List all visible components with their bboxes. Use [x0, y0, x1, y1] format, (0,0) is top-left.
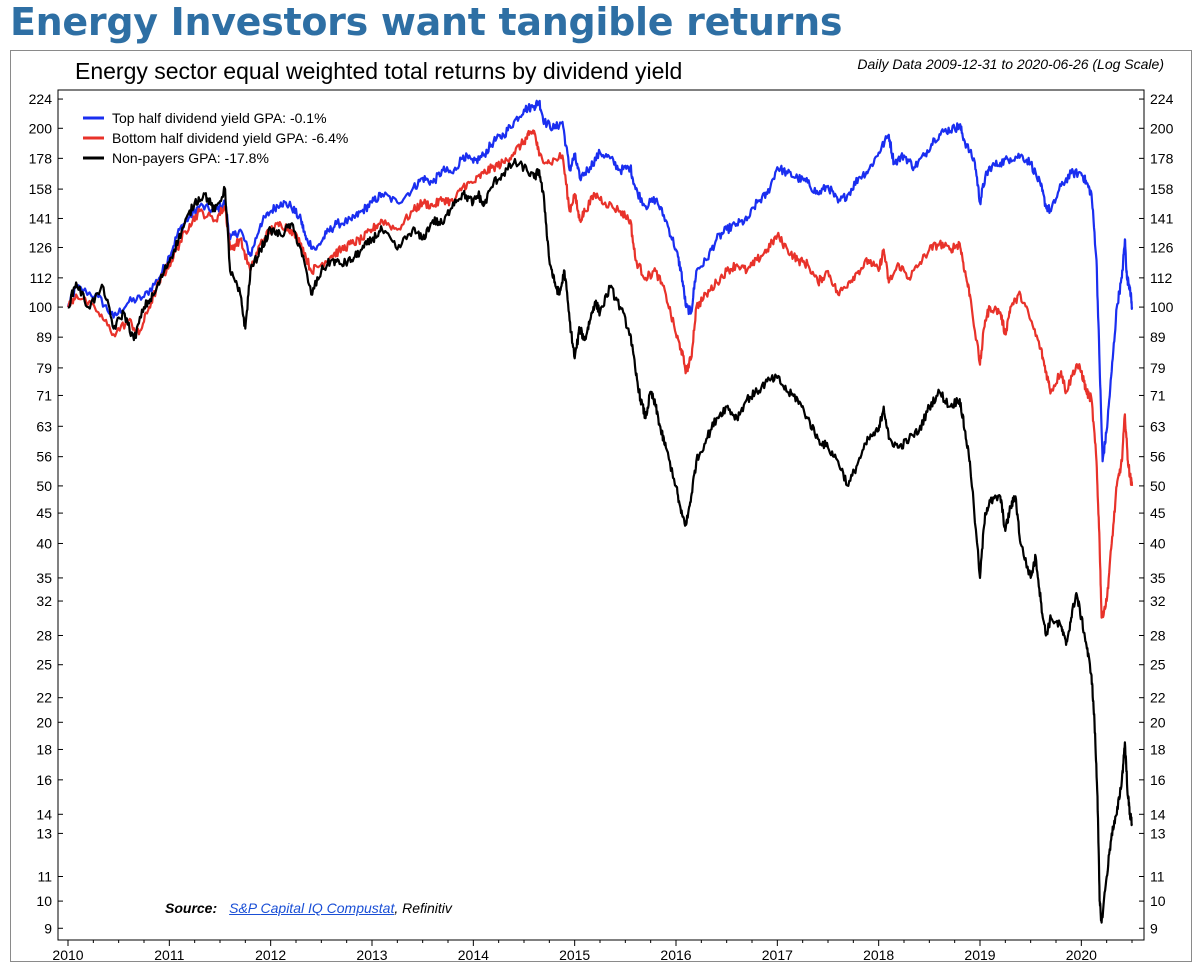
x-tick-label: 2019	[964, 947, 995, 963]
source-rest: , Refinitiv	[394, 900, 452, 916]
y-tick-label-left: 22	[36, 690, 52, 706]
y-tick-label-right: 10	[1150, 893, 1166, 909]
y-tick-label-right: 71	[1150, 387, 1166, 403]
y-tick-label-right: 45	[1150, 505, 1166, 521]
y-axis-right: 224 200 178 158 141 126 112 100 89 79 71 63 56 50 45 40…	[1139, 91, 1174, 936]
headline: Energy Investors want tangible returns	[10, 0, 843, 44]
x-tick-label: 2016	[660, 947, 691, 963]
y-axis-left: 224 200 178 158 141 126 112 100 89 79 71 63 56 50 45 40…	[29, 91, 63, 936]
legend: Top half dividend yield GPA: -0.1% Bottom…	[83, 110, 348, 166]
y-tick-label-left: 89	[36, 329, 52, 345]
x-tick-label: 2018	[863, 947, 894, 963]
y-tick-label-right: 35	[1150, 570, 1166, 586]
x-axis: 2010 2011 2012 2013 2014 2015 2016 2017 2018 2019…	[52, 940, 1133, 963]
x-tick-label: 2017	[762, 947, 793, 963]
series-line-2	[67, 129, 1134, 619]
y-tick-label-left: 10	[36, 893, 52, 909]
x-tick-label: 2010	[52, 947, 83, 963]
series-lines	[66, 99, 1134, 924]
y-tick-label-right: 32	[1150, 593, 1166, 609]
y-tick-label-left: 16	[36, 772, 52, 788]
source-link[interactable]: S&P Capital IQ Compustat	[229, 900, 395, 916]
y-tick-label-left: 13	[36, 825, 52, 841]
y-tick-label-left: 63	[36, 418, 52, 434]
y-tick-label-left: 28	[36, 627, 52, 643]
y-tick-label-right: 126	[1150, 239, 1174, 255]
y-tick-label-right: 9	[1150, 920, 1158, 936]
legend-label-3: Non-payers GPA: -17.8%	[112, 150, 269, 166]
x-tick-label: 2012	[255, 947, 286, 963]
y-tick-label-right: 224	[1150, 91, 1174, 107]
y-tick-label-left: 11	[37, 869, 52, 885]
y-tick-label-right: 18	[1150, 741, 1166, 757]
plot-area	[57, 89, 1145, 941]
y-tick-label-left: 40	[36, 535, 52, 551]
y-tick-label-right: 28	[1150, 627, 1166, 643]
y-tick-label-right: 89	[1150, 329, 1166, 345]
y-tick-label-left: 200	[29, 120, 53, 136]
x-tick-label: 2020	[1066, 947, 1097, 963]
y-tick-label-left: 224	[29, 91, 53, 107]
y-tick-label-left: 45	[36, 505, 52, 521]
y-tick-label-left: 25	[36, 657, 52, 673]
series-line-1	[66, 99, 1134, 463]
source-label: Source:	[165, 900, 218, 916]
y-tick-label-right: 56	[1150, 449, 1166, 465]
y-tick-label-left: 32	[36, 593, 52, 609]
chart-frame	[10, 50, 1192, 962]
y-tick-label-right: 11	[1150, 869, 1165, 885]
y-tick-label-right: 25	[1150, 657, 1166, 673]
y-tick-label-left: 178	[29, 150, 53, 166]
y-tick-label-right: 100	[1150, 299, 1174, 315]
y-tick-label-left: 71	[36, 387, 52, 403]
y-tick-label-right: 50	[1150, 478, 1166, 494]
y-tick-label-right: 112	[1150, 270, 1173, 286]
y-tick-label-right: 16	[1150, 772, 1166, 788]
y-tick-label-left: 50	[36, 478, 52, 494]
y-tick-label-right: 22	[1150, 690, 1166, 706]
y-tick-label-left: 18	[36, 741, 52, 757]
y-tick-label-right: 178	[1150, 150, 1174, 166]
y-tick-label-left: 14	[36, 806, 52, 822]
y-tick-label-right: 141	[1150, 210, 1174, 226]
y-tick-label-left: 56	[36, 449, 52, 465]
y-tick-label-right: 63	[1150, 418, 1166, 434]
y-tick-label-right: 200	[1150, 120, 1174, 136]
y-tick-label-right: 13	[1150, 825, 1166, 841]
x-tick-label: 2013	[356, 947, 387, 963]
x-tick-label: 2014	[458, 947, 489, 963]
y-tick-label-left: 126	[29, 239, 53, 255]
y-tick-label-left: 141	[29, 210, 53, 226]
legend-label-2: Bottom half dividend yield GPA: -6.4%	[112, 130, 348, 146]
source-note: Source: S&P Capital IQ Compustat, Refinit…	[165, 900, 452, 916]
y-tick-label-right: 14	[1150, 806, 1166, 822]
x-tick-label: 2015	[559, 947, 590, 963]
y-tick-label-right: 40	[1150, 535, 1166, 551]
legend-label-1: Top half dividend yield GPA: -0.1%	[112, 110, 327, 126]
y-tick-label-left: 9	[44, 920, 52, 936]
y-tick-label-right: 158	[1150, 181, 1174, 197]
x-tick-label: 2011	[154, 947, 184, 963]
y-tick-label-right: 20	[1150, 714, 1166, 730]
y-tick-label-right: 79	[1150, 360, 1166, 376]
y-tick-label-left: 100	[29, 299, 53, 315]
series-line-3	[67, 157, 1133, 924]
y-tick-label-left: 79	[36, 360, 52, 376]
chart-subtitle: Daily Data 2009-12-31 to 2020-06-26 (Log…	[857, 56, 1164, 72]
y-tick-label-left: 112	[30, 270, 53, 286]
chart-title: Energy sector equal weighted total retur…	[75, 58, 683, 84]
y-tick-label-left: 158	[29, 181, 53, 197]
y-tick-label-left: 35	[36, 570, 52, 586]
y-tick-label-left: 20	[36, 714, 52, 730]
